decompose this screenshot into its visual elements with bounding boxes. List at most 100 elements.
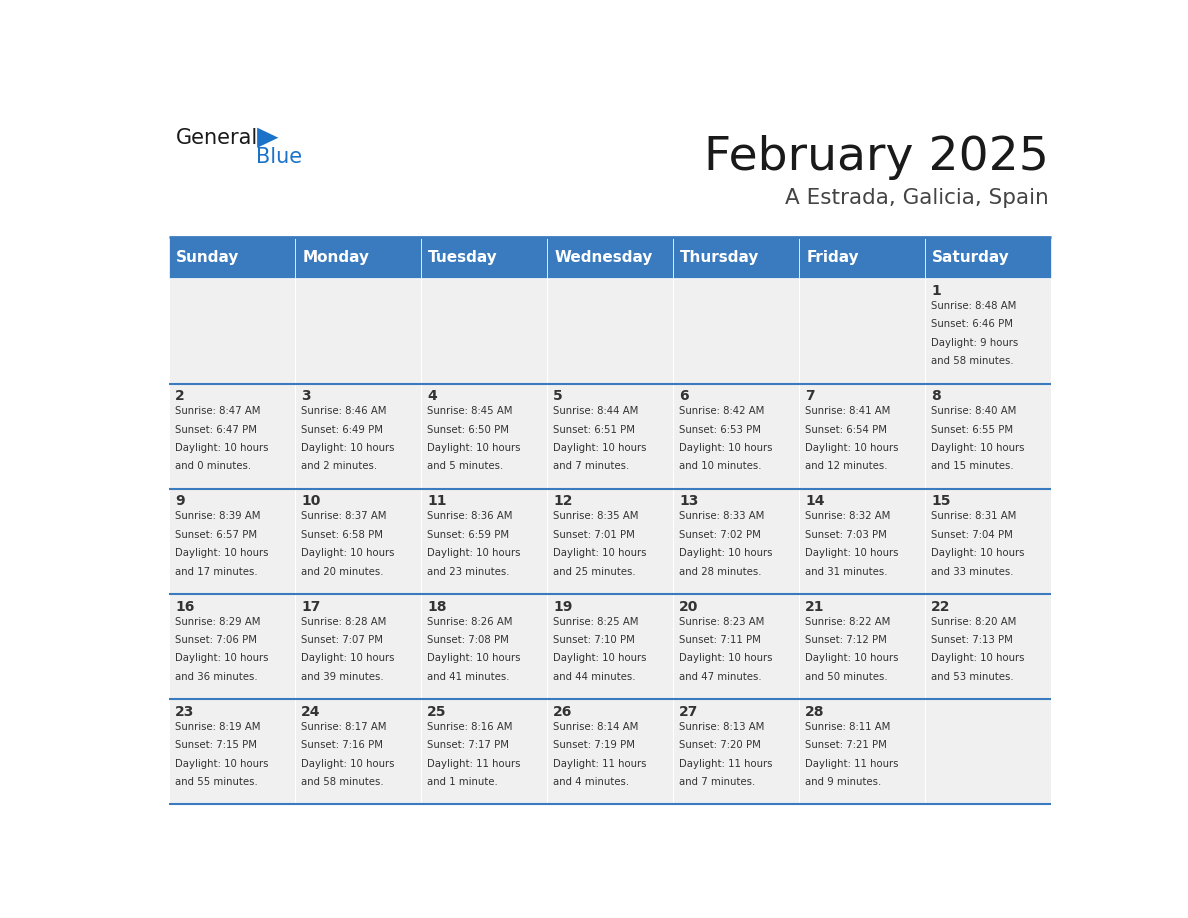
Text: Sunrise: 8:37 AM: Sunrise: 8:37 AM (301, 511, 386, 521)
Text: Sunset: 7:08 PM: Sunset: 7:08 PM (426, 635, 508, 645)
Text: Daylight: 10 hours: Daylight: 10 hours (426, 443, 520, 453)
Text: 18: 18 (426, 599, 447, 613)
Text: and 44 minutes.: and 44 minutes. (554, 672, 636, 682)
Text: Sunrise: 8:29 AM: Sunrise: 8:29 AM (175, 617, 260, 627)
FancyBboxPatch shape (169, 594, 295, 700)
FancyBboxPatch shape (421, 594, 546, 700)
FancyBboxPatch shape (546, 278, 672, 384)
FancyBboxPatch shape (546, 700, 672, 804)
Text: Sunset: 6:59 PM: Sunset: 6:59 PM (426, 530, 510, 540)
Text: Sunrise: 8:45 AM: Sunrise: 8:45 AM (426, 406, 512, 416)
Text: Daylight: 9 hours: Daylight: 9 hours (931, 338, 1018, 348)
Text: Sunset: 7:01 PM: Sunset: 7:01 PM (554, 530, 634, 540)
Text: Wednesday: Wednesday (555, 251, 652, 265)
Text: and 10 minutes.: and 10 minutes. (680, 462, 762, 472)
Text: February 2025: February 2025 (704, 135, 1049, 180)
Text: and 2 minutes.: and 2 minutes. (301, 462, 377, 472)
FancyBboxPatch shape (798, 594, 924, 700)
Polygon shape (257, 128, 278, 148)
Text: 9: 9 (175, 495, 184, 509)
FancyBboxPatch shape (421, 238, 546, 278)
FancyBboxPatch shape (169, 384, 295, 488)
Text: Tuesday: Tuesday (429, 251, 498, 265)
Text: Sunset: 7:15 PM: Sunset: 7:15 PM (175, 740, 257, 750)
Text: Sunrise: 8:28 AM: Sunrise: 8:28 AM (301, 617, 386, 627)
Text: General: General (176, 128, 258, 148)
Text: 13: 13 (680, 495, 699, 509)
FancyBboxPatch shape (421, 488, 546, 594)
Text: and 31 minutes.: and 31 minutes. (805, 566, 887, 577)
Text: Daylight: 10 hours: Daylight: 10 hours (554, 548, 646, 558)
Text: Sunset: 7:04 PM: Sunset: 7:04 PM (931, 530, 1013, 540)
Text: Sunrise: 8:41 AM: Sunrise: 8:41 AM (805, 406, 891, 416)
Text: and 20 minutes.: and 20 minutes. (301, 566, 384, 577)
Text: and 7 minutes.: and 7 minutes. (680, 777, 756, 787)
FancyBboxPatch shape (798, 278, 924, 384)
FancyBboxPatch shape (672, 384, 798, 488)
FancyBboxPatch shape (546, 384, 672, 488)
Text: Sunset: 6:46 PM: Sunset: 6:46 PM (931, 319, 1013, 330)
Text: Daylight: 10 hours: Daylight: 10 hours (680, 548, 772, 558)
Text: Daylight: 11 hours: Daylight: 11 hours (805, 758, 898, 768)
Text: and 25 minutes.: and 25 minutes. (554, 566, 636, 577)
Text: Daylight: 10 hours: Daylight: 10 hours (680, 654, 772, 664)
Text: Sunset: 7:12 PM: Sunset: 7:12 PM (805, 635, 887, 645)
Text: Daylight: 10 hours: Daylight: 10 hours (426, 654, 520, 664)
FancyBboxPatch shape (546, 238, 672, 278)
Text: Sunset: 7:02 PM: Sunset: 7:02 PM (680, 530, 762, 540)
Text: Sunday: Sunday (176, 251, 240, 265)
Text: and 58 minutes.: and 58 minutes. (301, 777, 384, 787)
Text: Sunset: 7:17 PM: Sunset: 7:17 PM (426, 740, 510, 750)
Text: 23: 23 (175, 705, 195, 719)
Text: Sunrise: 8:35 AM: Sunrise: 8:35 AM (554, 511, 639, 521)
FancyBboxPatch shape (924, 700, 1051, 804)
FancyBboxPatch shape (295, 384, 421, 488)
Text: Sunset: 7:10 PM: Sunset: 7:10 PM (554, 635, 634, 645)
Text: 4: 4 (426, 389, 437, 403)
Text: Sunrise: 8:40 AM: Sunrise: 8:40 AM (931, 406, 1017, 416)
Text: Daylight: 10 hours: Daylight: 10 hours (175, 548, 268, 558)
FancyBboxPatch shape (672, 278, 798, 384)
FancyBboxPatch shape (672, 700, 798, 804)
FancyBboxPatch shape (798, 488, 924, 594)
FancyBboxPatch shape (798, 384, 924, 488)
Text: Sunrise: 8:33 AM: Sunrise: 8:33 AM (680, 511, 764, 521)
Text: and 39 minutes.: and 39 minutes. (301, 672, 384, 682)
FancyBboxPatch shape (169, 278, 295, 384)
Text: Sunrise: 8:32 AM: Sunrise: 8:32 AM (805, 511, 891, 521)
Text: Daylight: 10 hours: Daylight: 10 hours (301, 548, 394, 558)
Text: Sunrise: 8:47 AM: Sunrise: 8:47 AM (175, 406, 260, 416)
Text: and 28 minutes.: and 28 minutes. (680, 566, 762, 577)
FancyBboxPatch shape (295, 594, 421, 700)
Text: and 53 minutes.: and 53 minutes. (931, 672, 1013, 682)
Text: Sunrise: 8:31 AM: Sunrise: 8:31 AM (931, 511, 1017, 521)
FancyBboxPatch shape (672, 488, 798, 594)
Text: Sunrise: 8:20 AM: Sunrise: 8:20 AM (931, 617, 1017, 627)
FancyBboxPatch shape (924, 278, 1051, 384)
Text: Sunrise: 8:22 AM: Sunrise: 8:22 AM (805, 617, 891, 627)
Text: Daylight: 10 hours: Daylight: 10 hours (805, 654, 898, 664)
Text: 19: 19 (554, 599, 573, 613)
Text: 8: 8 (931, 389, 941, 403)
Text: 26: 26 (554, 705, 573, 719)
Text: and 47 minutes.: and 47 minutes. (680, 672, 762, 682)
Text: 14: 14 (805, 495, 824, 509)
Text: Daylight: 10 hours: Daylight: 10 hours (680, 443, 772, 453)
Text: and 9 minutes.: and 9 minutes. (805, 777, 881, 787)
Text: Daylight: 11 hours: Daylight: 11 hours (426, 758, 520, 768)
Text: 12: 12 (554, 495, 573, 509)
FancyBboxPatch shape (169, 238, 295, 278)
Text: 24: 24 (301, 705, 321, 719)
Text: Sunset: 7:07 PM: Sunset: 7:07 PM (301, 635, 383, 645)
Text: Sunset: 7:03 PM: Sunset: 7:03 PM (805, 530, 887, 540)
Text: Daylight: 10 hours: Daylight: 10 hours (301, 443, 394, 453)
Text: Sunset: 7:20 PM: Sunset: 7:20 PM (680, 740, 762, 750)
Text: Saturday: Saturday (933, 251, 1010, 265)
Text: 7: 7 (805, 389, 815, 403)
Text: and 7 minutes.: and 7 minutes. (554, 462, 630, 472)
Text: 28: 28 (805, 705, 824, 719)
FancyBboxPatch shape (421, 384, 546, 488)
FancyBboxPatch shape (546, 594, 672, 700)
Text: 11: 11 (426, 495, 447, 509)
Text: 27: 27 (680, 705, 699, 719)
